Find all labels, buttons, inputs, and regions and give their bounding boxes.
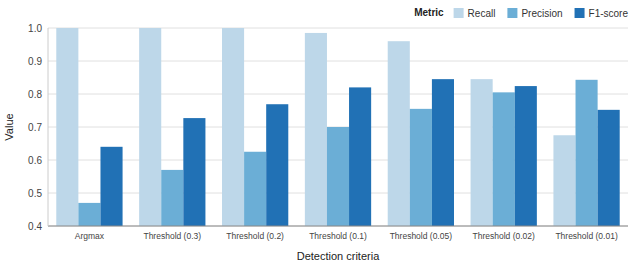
x-axis-label: Detection criteria [297,250,380,262]
legend-title: Metric [414,7,444,18]
bar [576,80,598,226]
x-tick-label: Threshold (0.01) [555,231,618,241]
bar [266,104,288,226]
bar [161,170,183,226]
bar [471,79,493,226]
bar [349,87,371,226]
x-tick-label: Threshold (0.3) [143,231,201,241]
bar [432,79,454,226]
bar [78,203,100,226]
x-tick-label: Threshold (0.02) [473,231,536,241]
x-axis-line [48,226,628,227]
legend-swatch [454,8,464,18]
grid [48,28,628,226]
x-tick-label: Threshold (0.2) [226,231,284,241]
y-tick-label: 0.8 [28,89,42,100]
legend-swatch [575,8,585,18]
y-tick-label: 1.0 [28,23,42,34]
legend-label: Precision [521,8,562,19]
y-axis-label: Value [3,113,15,140]
bar [515,86,537,226]
bar [100,147,122,226]
grid-line [48,61,628,62]
x-tick-label: Threshold (0.05) [390,231,453,241]
bar [598,110,620,226]
x-tick-label: Threshold (0.1) [309,231,367,241]
bar [56,28,78,226]
grid-line [48,94,628,95]
y-axis-line [48,28,49,226]
bar [139,28,161,226]
bar [222,28,244,226]
bar [305,33,327,226]
legend: Metric Recall Precision F1-score [414,7,628,19]
bar [493,92,515,226]
y-tick-label: 0.5 [28,188,42,199]
chart: 0.4 0.5 0.6 0.7 0.8 0.9 1.0 Argmax Threshold (0.… [0,0,640,268]
legend-swatch [507,8,517,18]
bar [553,135,575,226]
legend-label: F1-score [589,8,629,19]
bar [327,127,349,226]
grid-line [48,28,628,29]
legend-label: Recall [468,8,496,19]
y-tick-label: 0.9 [28,56,42,67]
y-tick-label: 0.6 [28,155,42,166]
bars [56,28,619,226]
bar [410,109,432,226]
y-tick-label: 0.7 [28,122,42,133]
grid-line [48,226,628,227]
bar [244,152,266,226]
bar [388,41,410,226]
bar [183,118,205,226]
x-tick-label: Argmax [75,231,105,241]
y-tick-label: 0.4 [28,221,42,232]
